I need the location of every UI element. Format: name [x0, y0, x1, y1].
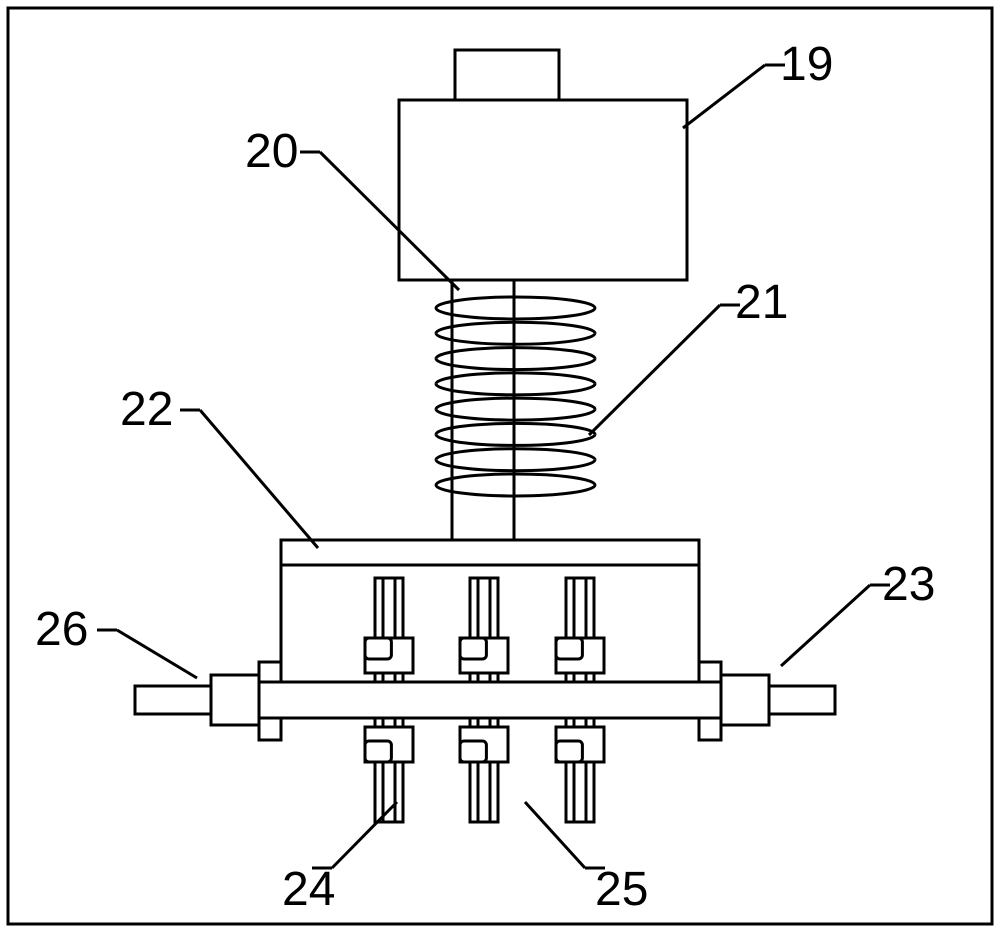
leader-24	[332, 802, 397, 868]
label-26: 26	[35, 603, 88, 656]
label-22: 22	[120, 383, 173, 436]
label-23: 23	[882, 558, 935, 611]
label-20: 20	[245, 125, 298, 178]
leader-23	[781, 585, 870, 666]
shaft-right-stub	[769, 686, 835, 714]
label-19: 19	[780, 38, 833, 91]
leader-19	[683, 65, 765, 128]
leader-22	[200, 410, 318, 548]
motor-top-stub	[455, 50, 559, 100]
leader-21	[589, 305, 720, 435]
label-24: 24	[282, 863, 335, 916]
main-shaft-front	[259, 682, 721, 718]
label-21: 21	[735, 276, 788, 329]
motor-body	[399, 100, 687, 280]
shaft-left-stub	[135, 686, 211, 714]
shaft-left-nut	[211, 675, 259, 725]
leader-26	[117, 630, 197, 678]
shaft-right-nut	[721, 675, 769, 725]
label-25: 25	[595, 863, 648, 916]
